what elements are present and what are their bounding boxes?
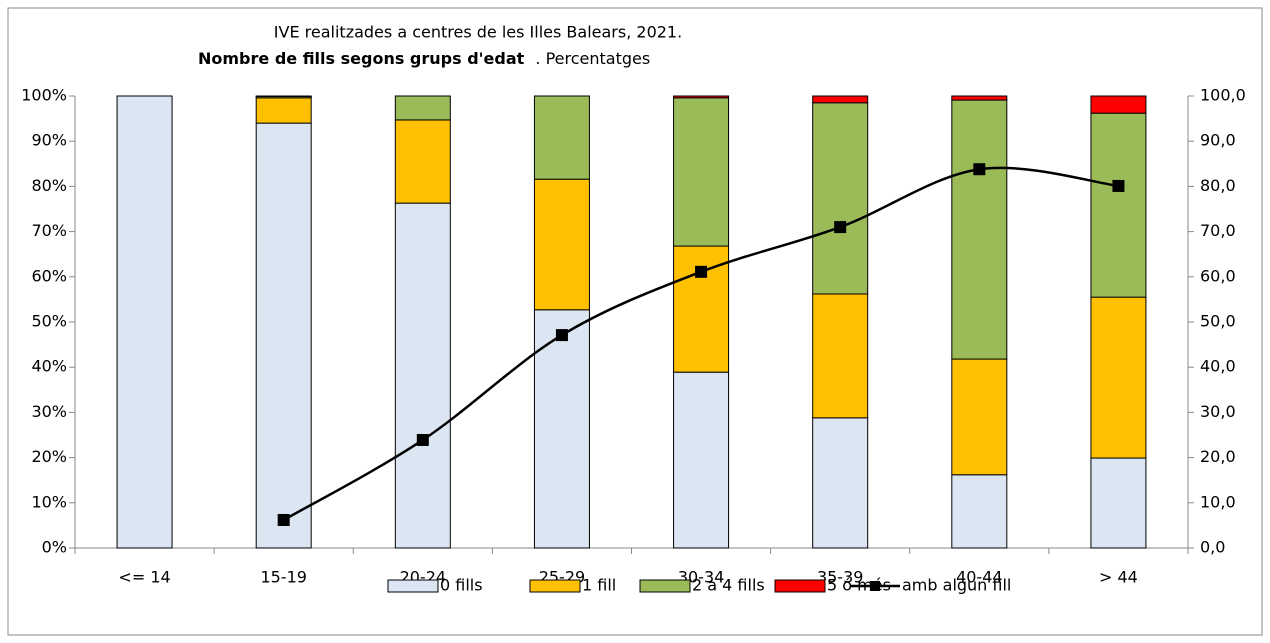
y2-tick-label: 60,0 [1200, 266, 1236, 285]
chart-title: IVE realitzades a centres de les Illes B… [274, 23, 682, 42]
y-tick-label: 0% [42, 538, 67, 557]
bar-segment [394, 95, 451, 121]
bar-segment [812, 95, 869, 104]
line-marker [973, 163, 986, 176]
y-tick-label: 80% [31, 176, 67, 195]
bar-segment [116, 95, 173, 549]
y2-tick-label: 20,0 [1200, 447, 1236, 466]
legend-label: 0 fills [440, 576, 483, 595]
legend-label: amb algun fill [902, 576, 1011, 595]
line-marker [555, 329, 568, 342]
y-tick-label: 50% [31, 312, 67, 331]
legend-label: 1 fill [582, 576, 616, 595]
bar-segment [951, 95, 1008, 101]
bar-segment [951, 358, 1008, 476]
x-tick-label: > 44 [1099, 568, 1138, 587]
line-marker [1112, 179, 1125, 192]
chart-subtitle: Nombre de fills segons grups d'edat . Pe… [198, 49, 650, 68]
bar-segment [1090, 95, 1147, 114]
bar-segment [394, 119, 451, 204]
bar-segment [951, 99, 1008, 360]
bar-segment [394, 202, 451, 549]
y-tick-label: 70% [31, 221, 67, 240]
bar-segment [812, 102, 869, 295]
x-tick-label: 15-19 [260, 568, 307, 587]
legend-label: 2 a 4 fills [692, 576, 765, 595]
line-marker [277, 513, 290, 526]
bar-segment [1090, 457, 1147, 549]
y2-tick-label: 50,0 [1200, 312, 1236, 331]
subtitle-bold: Nombre de fills segons grups d'edat [198, 49, 525, 68]
legend-swatch [639, 579, 691, 593]
bar-segment [533, 95, 590, 180]
y2-tick-label: 40,0 [1200, 357, 1236, 376]
y2-tick-label: 80,0 [1200, 176, 1236, 195]
legend-marker [870, 581, 880, 591]
bar-segment [673, 371, 730, 549]
x-tick-label: <= 14 [118, 568, 170, 587]
bar-segment [673, 95, 730, 99]
subtitle-suffix: . Percentatges [535, 49, 650, 68]
y2-tick-label: 100,0 [1200, 86, 1246, 105]
line-marker [695, 265, 708, 278]
y2-tick-label: 30,0 [1200, 402, 1236, 421]
y-tick-label: 90% [31, 131, 67, 150]
y-tick-label: 100% [21, 86, 67, 105]
bar-segment [951, 474, 1008, 549]
legend-swatch [774, 579, 826, 593]
line-marker [416, 433, 429, 446]
bar-segment [1090, 112, 1147, 298]
x-tick-label: 40-44 [956, 568, 1003, 587]
line-marker [834, 221, 847, 234]
legend-swatch [529, 579, 581, 593]
y-tick-label: 20% [31, 447, 67, 466]
y2-tick-label: 0,0 [1200, 538, 1225, 557]
bar-segment [255, 97, 312, 124]
bar-segment [255, 122, 312, 549]
bar-segment [673, 97, 730, 247]
y2-tick-label: 70,0 [1200, 221, 1236, 240]
bar-segment [533, 178, 590, 311]
bar-segment [812, 417, 869, 549]
y2-tick-label: 10,0 [1200, 492, 1236, 511]
y-tick-label: 30% [31, 402, 67, 421]
bar-segment [533, 309, 590, 549]
y-tick-label: 10% [31, 492, 67, 511]
legend-swatch [387, 579, 439, 593]
y-tick-label: 40% [31, 357, 67, 376]
bar-segment [812, 293, 869, 419]
chart-border [7, 7, 1263, 636]
y2-tick-label: 90,0 [1200, 131, 1236, 150]
bar-segment [1090, 296, 1147, 459]
x-tick-label: 35-39 [817, 568, 864, 587]
y-tick-label: 60% [31, 266, 67, 285]
